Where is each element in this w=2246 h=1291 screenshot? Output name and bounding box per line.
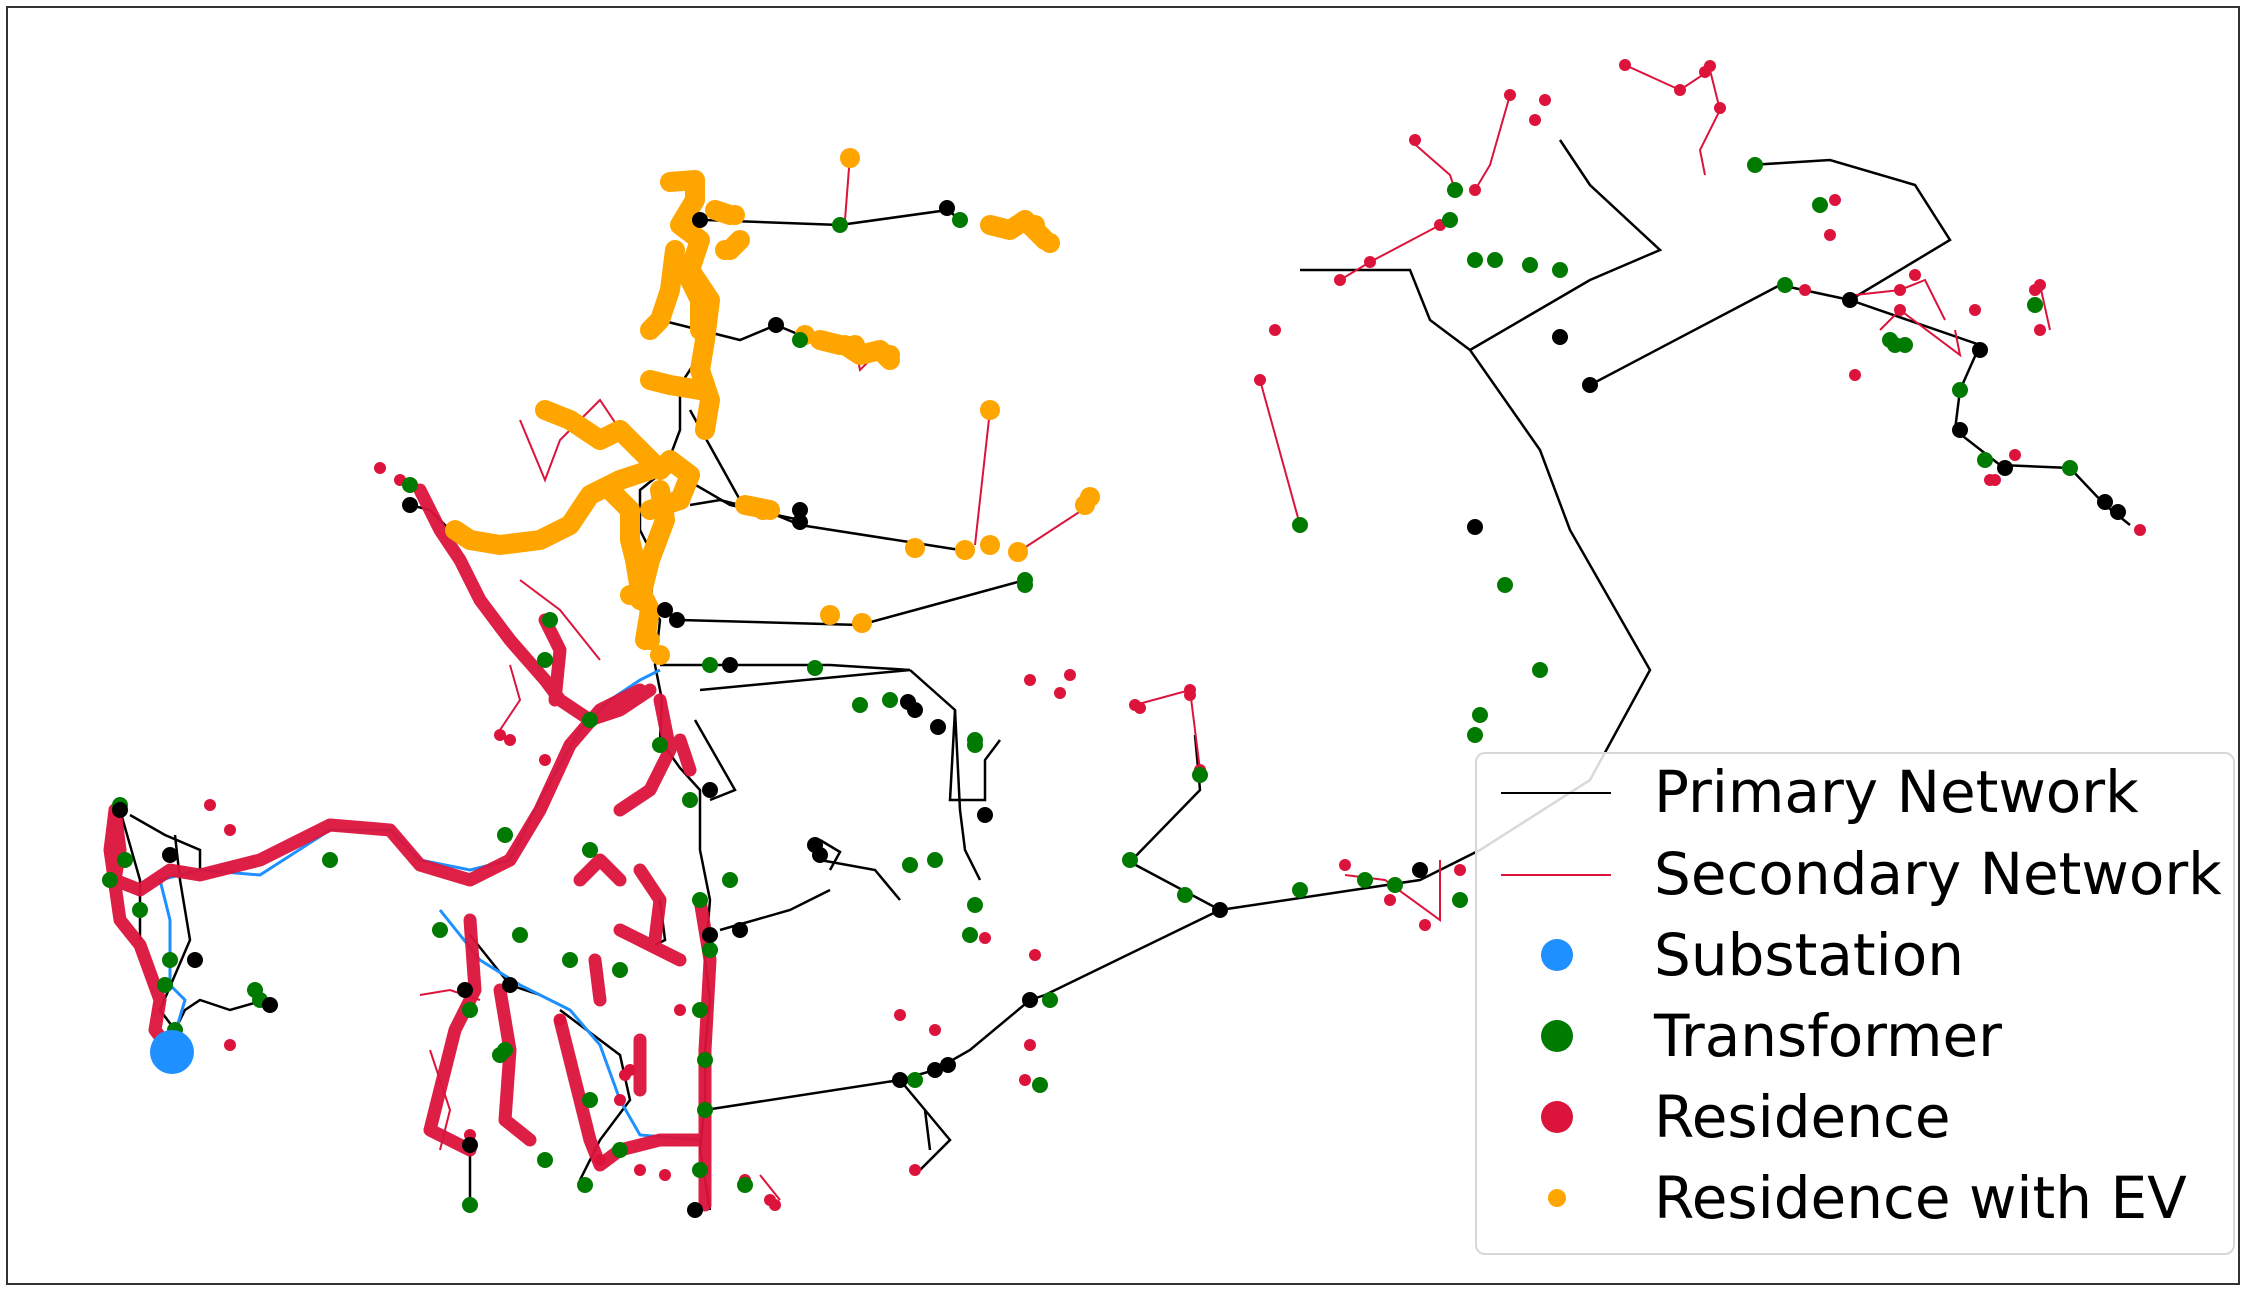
legend-label: Residence with EV	[1654, 1164, 2187, 1232]
legend: Primary Network Secondary Network Substa…	[1475, 752, 2235, 1255]
substation-swatch	[1541, 939, 1573, 971]
residence-swatch	[1541, 1101, 1573, 1133]
legend-item-substation: Substation	[1477, 915, 2237, 995]
junction-nodes	[112, 200, 2126, 1218]
legend-label: Residence	[1654, 1083, 1951, 1151]
substation-marker	[150, 1030, 194, 1074]
ev-residence-markers	[620, 148, 1100, 665]
legend-item-residence-with-ev: Residence with EV	[1477, 1158, 2237, 1238]
ev-swatch	[1548, 1189, 1566, 1207]
legend-item-residence: Residence	[1477, 1077, 2237, 1157]
secondary-network-swatch	[1501, 874, 1611, 876]
transformer-markers	[102, 157, 2078, 1213]
legend-item-transformer: Transformer	[1477, 996, 2237, 1076]
legend-item-secondary-network: Secondary Network	[1477, 834, 2237, 914]
legend-label: Primary Network	[1654, 758, 2139, 826]
legend-item-primary-network: Primary Network	[1477, 752, 2237, 832]
transformer-swatch	[1541, 1020, 1573, 1052]
legend-label: Substation	[1654, 921, 1964, 989]
legend-label: Transformer	[1654, 1002, 2003, 1070]
primary-network-swatch	[1501, 792, 1611, 794]
residence-markers	[204, 59, 2146, 1211]
legend-label: Secondary Network	[1654, 840, 2222, 908]
